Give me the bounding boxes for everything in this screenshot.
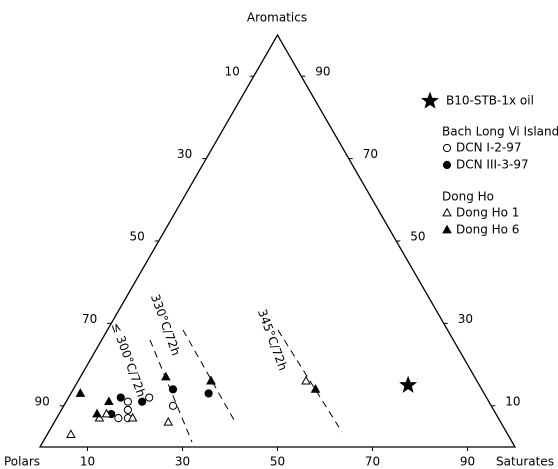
- vertex-label: Polars: [4, 455, 40, 469]
- tick-label: 30: [177, 147, 192, 161]
- legend-marker: [421, 91, 439, 109]
- data-point: [145, 393, 154, 402]
- legend-group: Dong Ho: [442, 190, 494, 204]
- triangle-frame: [38, 33, 517, 448]
- data-point: [104, 396, 114, 406]
- tick-label: 30: [458, 312, 473, 326]
- data-point: [66, 429, 76, 439]
- tick-label: 50: [270, 455, 285, 469]
- data-point: [138, 397, 147, 406]
- data-point: [163, 416, 174, 426]
- tick-label: 90: [315, 65, 330, 79]
- legend-label: Dong Ho 6: [456, 223, 519, 237]
- legend-label: Dong Ho 1: [456, 206, 519, 220]
- tick-label: 90: [34, 394, 49, 408]
- legend-label: DCN I-2-97: [456, 141, 522, 155]
- data-point: [168, 385, 178, 394]
- data-point: [206, 375, 216, 385]
- tick-label: 10: [80, 455, 95, 469]
- tick-label: 70: [82, 312, 97, 326]
- tick-label: 50: [129, 230, 144, 244]
- data-point: [161, 371, 171, 381]
- data-point: [114, 414, 123, 423]
- isotherm-line: [182, 329, 235, 421]
- tick-label: 90: [460, 455, 475, 469]
- data-point: [301, 375, 311, 385]
- annotation: 330°C/72h: [148, 292, 183, 357]
- data-point: [116, 393, 125, 402]
- data-point: [168, 401, 178, 410]
- legend-marker: [442, 143, 452, 153]
- legend-group: Bach Long Vi Island: [442, 125, 558, 139]
- data-point: [123, 397, 132, 406]
- data-point: [123, 405, 132, 415]
- annotation: ≤ 300°C/72h: [109, 321, 149, 399]
- tick-label: 70: [365, 455, 380, 469]
- data-point: [92, 408, 102, 418]
- data-point: [204, 389, 213, 398]
- legend-label: B10-STB-1x oil: [446, 94, 534, 108]
- data-point: [94, 412, 105, 422]
- isotherm-line: [277, 329, 343, 433]
- legend-label: DCN III-3-97: [456, 158, 529, 172]
- legend-marker: [442, 207, 452, 217]
- tick-label: 30: [175, 455, 190, 469]
- legend-marker: [442, 160, 452, 170]
- vertex-label: Aromatics: [247, 11, 307, 25]
- isotherm-line: [149, 339, 193, 443]
- data-point: [310, 383, 321, 393]
- data-point: [101, 408, 112, 418]
- vertex-label: Saturates: [496, 455, 554, 469]
- tick-label: 70: [363, 147, 378, 161]
- annotation: 345°C/72h: [255, 307, 290, 372]
- tick-label: 50: [410, 230, 425, 244]
- data-point: [75, 388, 86, 397]
- data-point: [399, 375, 418, 393]
- data-point: [127, 412, 138, 422]
- tick-label: 10: [224, 65, 239, 79]
- tick-label: 10: [505, 394, 520, 408]
- legend-marker: [442, 224, 452, 234]
